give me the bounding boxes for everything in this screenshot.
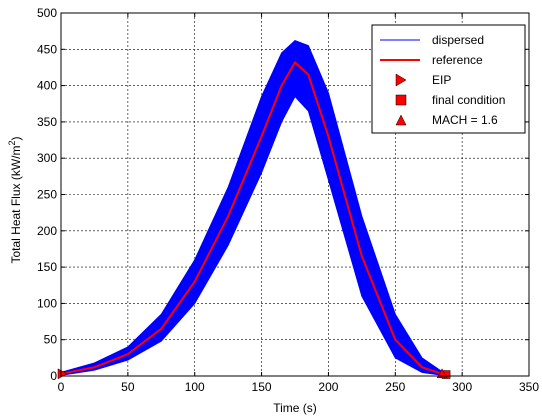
- y-tick-labels: 0 50 100 150 200 250 300 350 400 450 500: [37, 6, 57, 383]
- legend-label-dispersed: dispersed: [432, 33, 484, 47]
- x-tick-label: 350: [519, 380, 539, 394]
- ticks: [60, 12, 530, 377]
- y-tick-label: 500: [37, 6, 57, 20]
- y-tick-label: 50: [44, 333, 58, 347]
- legend-marker-final-condition: [395, 94, 407, 106]
- x-tick-label: 300: [452, 380, 472, 394]
- y-tick-label: 450: [37, 42, 57, 56]
- legend-label-mach: MACH = 1.6: [432, 113, 498, 127]
- y-axis-label: Total Heat Flux (kW/m2): [7, 136, 23, 263]
- y-tick-label: 0: [50, 369, 57, 383]
- x-axis-label: Time (s): [273, 401, 317, 415]
- legend-label-eip: EIP: [432, 73, 451, 87]
- legend-marker-eip: [395, 73, 407, 87]
- y-tick-label: 150: [37, 260, 57, 274]
- x-tick-label: 250: [385, 380, 405, 394]
- x-tick-label: 200: [318, 380, 338, 394]
- reference-line: [60, 61, 448, 376]
- x-tick-label: 100: [185, 380, 205, 394]
- y-tick-label: 200: [37, 224, 57, 238]
- legend-marker-mach: [395, 114, 407, 126]
- y-tick-label: 250: [37, 188, 57, 202]
- y-tick-label: 400: [37, 79, 57, 93]
- y-tick-label: 350: [37, 115, 57, 129]
- y-tick-label: 100: [37, 296, 57, 310]
- x-tick-label: 150: [252, 380, 272, 394]
- x-tick-labels: 0 50 100 150 200 250 300 350: [58, 380, 540, 394]
- y-tick-label: 300: [37, 151, 57, 165]
- x-tick-label: 0: [58, 380, 65, 394]
- reference-series-line: [60, 61, 448, 376]
- legend-label-reference: reference: [432, 53, 483, 67]
- x-tick-label: 50: [121, 380, 135, 394]
- legend: dispersed reference EIP final condition …: [371, 24, 526, 134]
- legend-label-final-condition: final condition: [432, 93, 505, 107]
